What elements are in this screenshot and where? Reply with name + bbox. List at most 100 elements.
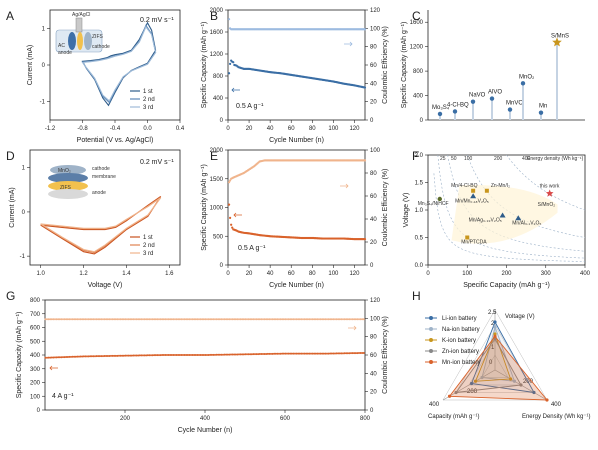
capacity-point (78, 355, 80, 358)
efficiency-point (209, 318, 212, 321)
efficiency-point (100, 318, 103, 321)
x-tick-label: 120 (349, 126, 360, 132)
capacity-point (170, 354, 173, 356)
efficiency-point (302, 318, 304, 321)
efficiency-point (66, 318, 69, 321)
material-label: Mn (539, 104, 547, 110)
material-label: MnVO (506, 101, 523, 107)
efficiency-point (230, 318, 232, 321)
cathode-disk (68, 32, 76, 50)
capacity-point (314, 352, 317, 355)
efficiency-point (207, 318, 210, 321)
capacity-point (334, 352, 336, 355)
efficiency-point (326, 318, 328, 321)
legend-label: Li-ion battery (442, 316, 477, 322)
data-marker (515, 215, 522, 221)
efficiency-point (276, 318, 279, 321)
legend-label: 2 nd (143, 97, 155, 103)
efficiency-point (273, 318, 276, 321)
capacity-point (247, 353, 250, 356)
efficiency-point (246, 318, 248, 321)
x-tick-label: 200 (120, 416, 131, 422)
y-tick-label: 300 (30, 367, 41, 373)
efficiency-point (166, 318, 168, 321)
y2-axis-label: Coulombic Efficiency (%) (382, 169, 389, 247)
efficiency-point (113, 318, 116, 321)
capacity-point (140, 354, 143, 357)
x-tick-label: 20 (246, 271, 253, 277)
efficiency-point (44, 318, 47, 321)
efficiency-point (49, 318, 52, 321)
capacity-point (311, 352, 314, 355)
efficiency-point (335, 318, 338, 321)
x-tick-label: 600 (280, 416, 291, 422)
y2-tick-label: 40 (370, 371, 377, 377)
radar-axis (442, 369, 496, 401)
capacity-point (180, 354, 183, 356)
y-tick-label: 600 (30, 326, 41, 332)
capacity-point (230, 223, 233, 226)
efficiency-point (225, 318, 228, 321)
y-tick-label: 1.0 (415, 208, 424, 214)
inset-label: cathode (92, 166, 110, 172)
radar-grid (455, 324, 535, 393)
capacity-point (94, 355, 96, 358)
capacity-point (57, 356, 60, 359)
capacity-point (239, 353, 242, 356)
scan-rate-label: 0.2 mV s⁻¹ (140, 17, 174, 24)
capacity-point (86, 355, 88, 358)
x-tick-label: 60 (288, 126, 295, 132)
radar-tick-label: 400 (429, 402, 440, 408)
capacity-point (127, 354, 130, 357)
efficiency-point (68, 318, 71, 321)
capacity-point (289, 352, 292, 355)
efficiency-point (55, 318, 58, 321)
x-tick-label: 100 (462, 271, 473, 277)
anode-layer (48, 189, 88, 199)
cv-line-3 (40, 197, 162, 253)
efficiency-point (215, 318, 218, 321)
capacity-point (188, 354, 191, 356)
efficiency-point (306, 318, 309, 321)
data-marker (484, 188, 489, 193)
efficiency-point (212, 318, 215, 321)
efficiency-point (289, 318, 292, 321)
capacity-point (252, 353, 255, 356)
radar-series-2 (474, 332, 512, 382)
efficiency-point (337, 318, 340, 321)
energy-density-axis-label: Energy density (Wh kg⁻¹) (527, 156, 584, 162)
material-label: NaVO (469, 93, 486, 99)
capacity-point (294, 352, 296, 355)
capacity-point (257, 353, 260, 356)
legend-marker (429, 327, 433, 331)
efficiency-point (204, 318, 207, 321)
efficiency-point (231, 318, 234, 321)
efficiency-point (52, 318, 55, 321)
panel-f: 0 100 200 300 400 0.0 0.5 1.0 1.5 2.0 Specific Cap… (403, 153, 591, 289)
efficiency-point (268, 318, 271, 321)
capacity-point (82, 355, 85, 358)
efficiency-point (250, 318, 253, 321)
capacity-point (363, 238, 367, 241)
capacity-point (166, 354, 168, 356)
efficiency-point (303, 318, 306, 321)
capacity-point (116, 354, 119, 357)
efficiency-point (199, 318, 202, 321)
radar-point (493, 320, 497, 324)
capacity-point (204, 353, 207, 356)
capacity-point (46, 356, 48, 359)
capacity-point (44, 356, 47, 359)
capacity-point (350, 352, 352, 355)
efficiency-point (97, 318, 100, 321)
energy-density-tick: 100 (464, 156, 473, 162)
capacity-point (162, 354, 165, 357)
efficiency-point (198, 318, 200, 321)
efficiency-point (76, 318, 79, 321)
capacity-point (282, 352, 285, 355)
capacity-point (244, 353, 247, 356)
efficiency-point (129, 318, 132, 321)
efficiency-point (94, 318, 96, 321)
capacity-point (89, 355, 92, 358)
capacity-point (249, 353, 252, 356)
capacity-point (153, 354, 156, 357)
